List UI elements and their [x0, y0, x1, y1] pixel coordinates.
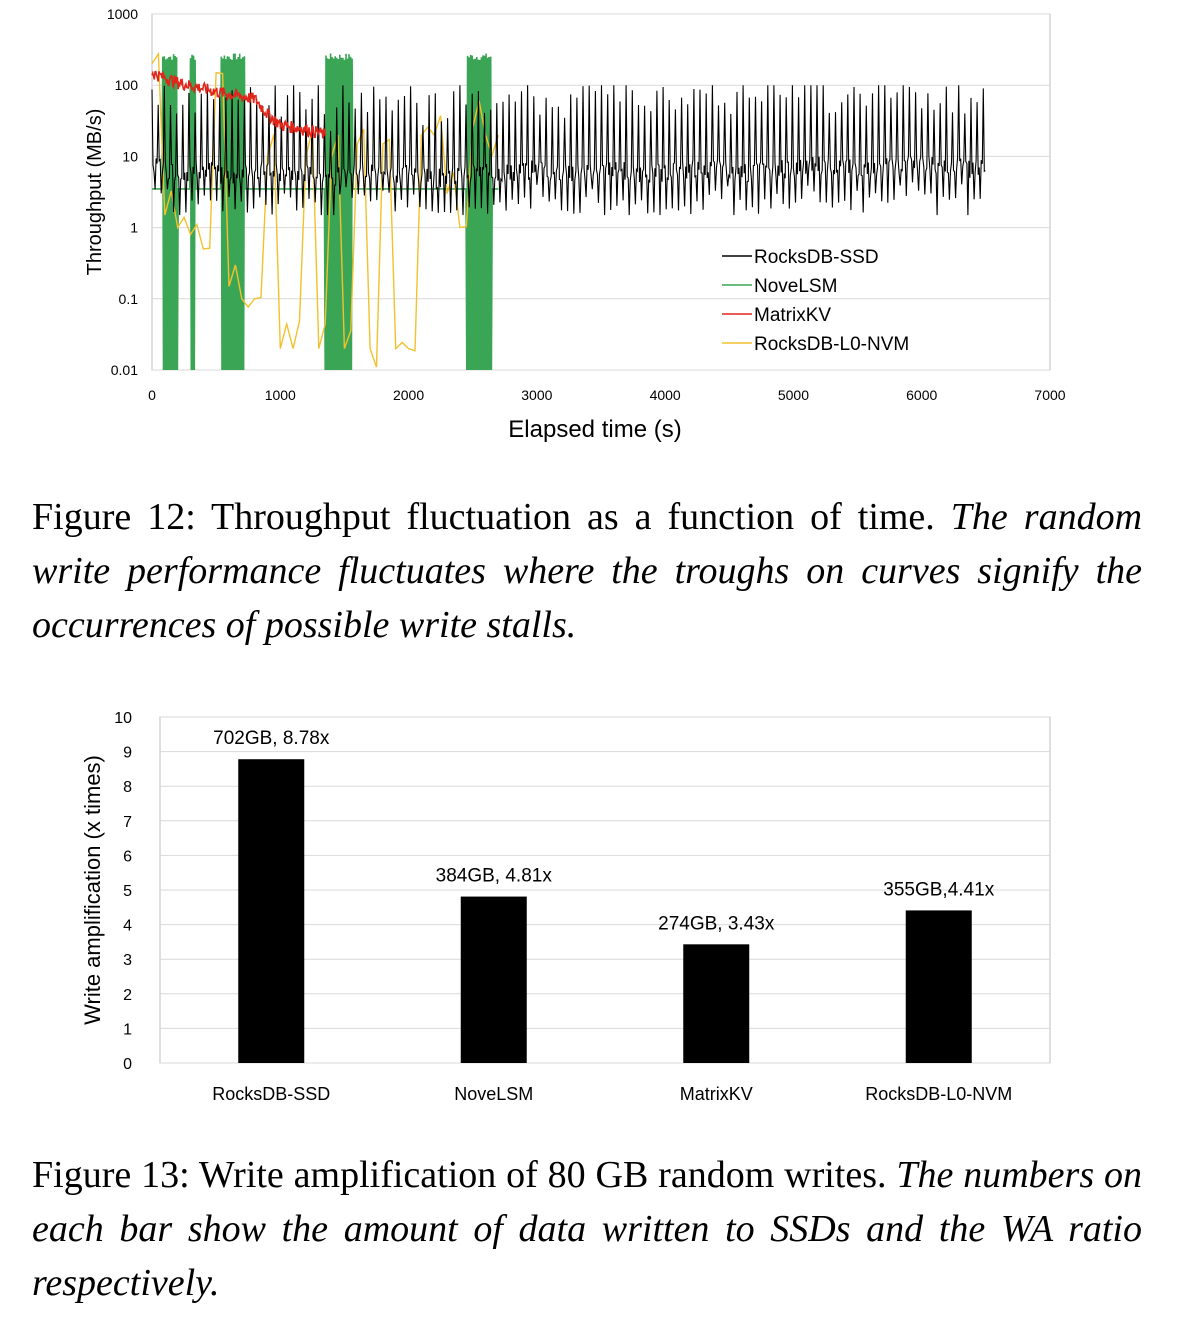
series-line-matrixkv [151, 70, 326, 139]
legend-label: RocksDB-L0-NVM [754, 334, 909, 355]
figure-13-caption: Figure 13: Write amplification of 80 GB … [32, 1148, 1142, 1310]
x-tick-label: RocksDB-L0-NVM [865, 1084, 1012, 1104]
y-tick-label: 6 [123, 848, 132, 865]
figure-12-caption-body: The random write performance fluctuates … [32, 496, 1143, 646]
bar-data-label: 702GB, 8.78x [213, 728, 330, 749]
y-tick-label: 1000 [107, 6, 138, 22]
figure-12: 0.01 0.1 1 10 100 1000 0 1000 2000 3000 4000 5000 60… [0, 0, 1186, 480]
figure-13: 0 1 2 3 4 5 6 7 8 9 10 Write amplification (x times… [0, 700, 1186, 1130]
x-axis-title: Elapsed time (s) [508, 416, 681, 443]
write-amplification-chart: 0 1 2 3 4 5 6 7 8 9 10 Write amplification (x times… [80, 710, 1051, 1104]
y-tick-label: 4 [123, 918, 132, 935]
y-tick-label: 1 [130, 220, 138, 236]
x-tick-label: 5000 [778, 387, 809, 403]
bar-data-label: 355GB,4.41x [883, 879, 994, 900]
y-tick-label: 8 [123, 779, 132, 796]
legend-label: MatrixKV [754, 305, 831, 326]
figure-12-caption: Figure 12: Throughput fluctuation as a f… [32, 490, 1142, 652]
throughput-chart: 0.01 0.1 1 10 100 1000 0 1000 2000 3000 4000 5000 60… [84, 6, 1066, 443]
y-axis-title: Write amplification (x times) [80, 755, 105, 1025]
figure-13-caption-body: The numbers on each bar show the amount … [32, 1154, 1142, 1304]
y-axis-title: Throughput (MB/s) [84, 109, 106, 276]
y-tick-label: 5 [123, 883, 132, 900]
y-tick-label: 3 [123, 952, 132, 969]
x-tick-label: NoveLSM [454, 1084, 533, 1104]
series-line-rocksdb-ssd [151, 85, 986, 216]
y-tick-label: 9 [123, 745, 132, 762]
y-tick-label: 10 [122, 148, 138, 164]
figure-13-caption-label: Figure 13: Write amplification of 80 GB … [32, 1154, 887, 1196]
x-tick-label: 2000 [393, 387, 424, 403]
y-tick-label: 100 [115, 77, 139, 93]
y-tick-label: 10 [114, 710, 132, 727]
x-tick-label: 4000 [650, 387, 681, 403]
x-tick-label: 1000 [265, 387, 296, 403]
y-tick-label: 2 [123, 987, 132, 1004]
x-tick-label: 0 [148, 387, 156, 403]
x-tick-label: 7000 [1034, 387, 1065, 403]
legend-label: NoveLSM [754, 276, 837, 297]
figure-12-caption-label: Figure 12: Throughput fluctuation as a f… [32, 496, 935, 538]
x-tick-label: MatrixKV [680, 1084, 753, 1104]
bar-data-label: 384GB, 4.81x [436, 866, 553, 887]
y-tick-label: 7 [123, 814, 132, 831]
series-line-rocksdb-l0-nvm [151, 51, 500, 368]
bar-data-label: 274GB, 3.43x [658, 913, 775, 934]
x-tick-label: 3000 [521, 387, 552, 403]
x-tick-label: 6000 [906, 387, 937, 403]
y-tick-label: 0.01 [111, 362, 138, 378]
x-tick-label: RocksDB-SSD [212, 1084, 330, 1104]
bar [460, 896, 527, 1063]
bar [238, 759, 305, 1063]
y-tick-label: 1 [123, 1021, 132, 1038]
y-tick-label: 0.1 [119, 291, 139, 307]
y-tick-label: 0 [123, 1056, 132, 1073]
bar [905, 910, 972, 1063]
bar [683, 944, 750, 1063]
legend-label: RocksDB-SSD [754, 247, 879, 268]
